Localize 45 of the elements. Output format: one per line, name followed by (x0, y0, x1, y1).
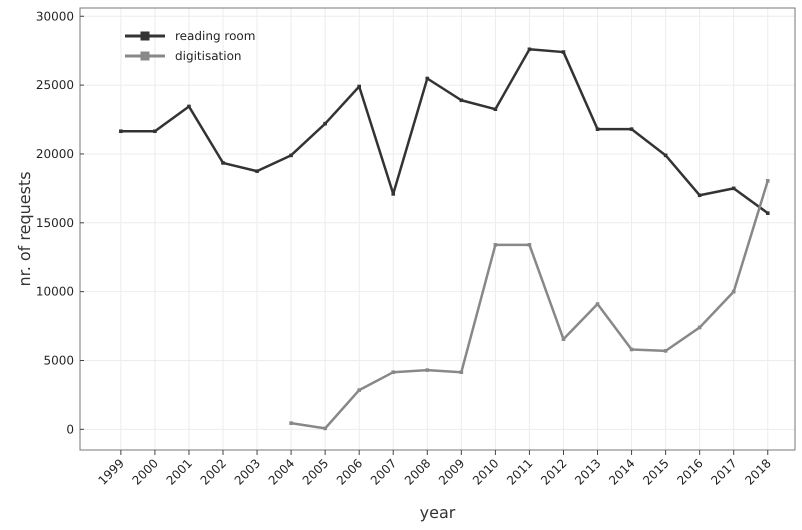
x-axis-title: year (420, 503, 456, 522)
point (391, 192, 396, 196)
point (357, 388, 361, 392)
point (494, 243, 498, 247)
legend-label: digitisation (175, 49, 242, 63)
point (119, 129, 123, 134)
point (187, 104, 191, 108)
y-tick-label: 0 (66, 422, 74, 436)
point (255, 169, 259, 173)
point (630, 127, 634, 131)
y-tick-label: 25000 (36, 78, 74, 92)
point (698, 326, 702, 330)
point (391, 370, 396, 374)
point (494, 107, 498, 112)
point (289, 421, 293, 425)
legend-label: reading room (175, 29, 256, 43)
point (221, 161, 225, 165)
point (153, 129, 157, 134)
y-tick-label: 10000 (36, 284, 74, 299)
y-tick-label: 30000 (36, 9, 74, 24)
point (528, 48, 532, 52)
point (357, 84, 361, 88)
y-tick-label: 5000 (43, 354, 74, 368)
y-axis-title: nr. of requests (15, 171, 34, 287)
point (460, 370, 464, 374)
point (425, 368, 430, 372)
point (766, 211, 770, 215)
point (732, 186, 736, 190)
point (664, 349, 668, 353)
point (562, 337, 566, 341)
point (766, 179, 770, 183)
point (664, 154, 668, 158)
point (562, 50, 566, 54)
point (528, 243, 532, 247)
y-tick-label: 20000 (36, 146, 74, 161)
point (323, 122, 327, 126)
point (596, 127, 600, 131)
point (460, 98, 464, 102)
point (732, 290, 736, 294)
point (289, 154, 293, 158)
point (630, 348, 634, 352)
point (698, 193, 702, 198)
y-tick-label: 15000 (36, 216, 74, 230)
point (425, 76, 430, 80)
point (323, 426, 327, 430)
